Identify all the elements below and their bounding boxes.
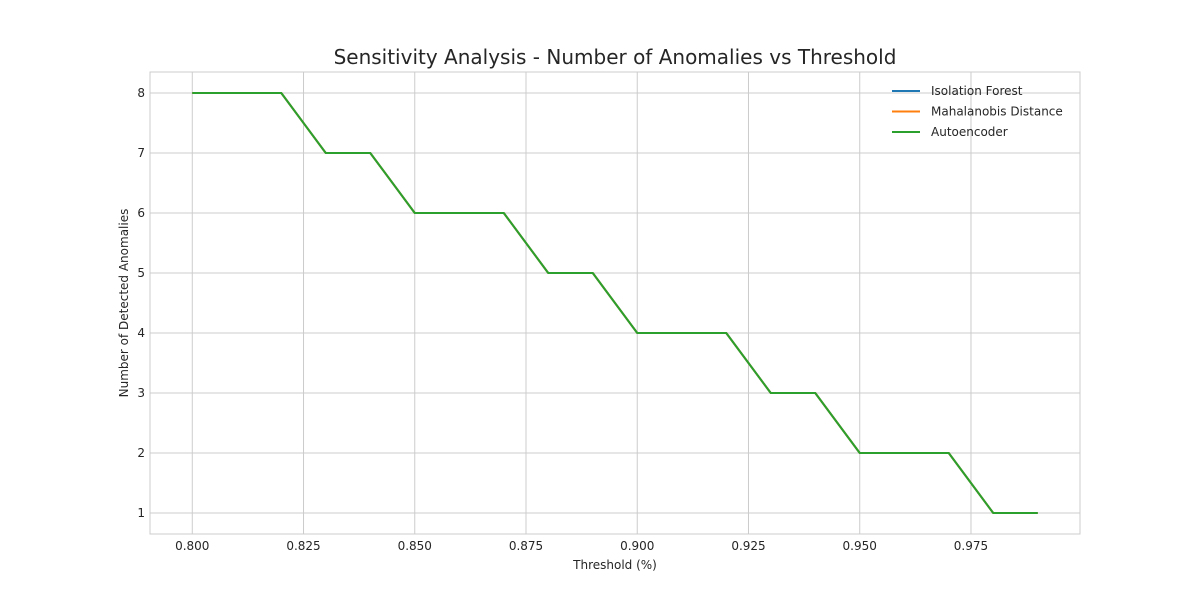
x-tick-label: 0.875	[509, 539, 543, 553]
x-tick-label: 0.825	[286, 539, 320, 553]
x-tick-label: 0.800	[175, 539, 209, 553]
x-tick-label: 0.850	[398, 539, 432, 553]
legend-item: Mahalanobis Distance	[892, 105, 1063, 119]
legend: Isolation Forest Mahalanobis Distance Auto…	[892, 84, 1063, 139]
x-axis-ticks: 0.800 0.825 0.850 0.875 0.900 0.925 0.950 0.975	[175, 539, 988, 553]
y-tick-label: 7	[137, 146, 145, 160]
y-tick-label: 5	[137, 266, 145, 280]
series-line	[192, 92, 1038, 514]
legend-label: Isolation Forest	[931, 84, 1023, 98]
x-tick-label: 0.900	[620, 539, 654, 553]
x-tick-label: 0.925	[731, 539, 765, 553]
legend-label: Mahalanobis Distance	[931, 105, 1063, 119]
y-tick-label: 3	[137, 386, 145, 400]
y-axis-ticks: 1 2 3 4 5 6 7 8	[137, 86, 145, 520]
series-autoencoder	[192, 92, 1038, 514]
legend-item: Autoencoder	[892, 125, 1008, 139]
chart-title: Sensitivity Analysis - Number of Anomali…	[334, 45, 897, 69]
plot-area	[149, 71, 1081, 535]
x-tick-label: 0.950	[843, 539, 877, 553]
y-tick-label: 2	[137, 446, 145, 460]
y-axis-label: Number of Detected Anomalies	[117, 209, 131, 398]
y-tick-label: 8	[137, 86, 145, 100]
y-tick-label: 1	[137, 506, 145, 520]
y-tick-label: 4	[137, 326, 145, 340]
x-tick-label: 0.975	[954, 539, 988, 553]
legend-label: Autoencoder	[931, 125, 1008, 139]
y-tick-label: 6	[137, 206, 145, 220]
legend-item: Isolation Forest	[892, 84, 1023, 98]
x-axis-label: Threshold (%)	[572, 558, 657, 572]
series-group	[192, 92, 1038, 514]
